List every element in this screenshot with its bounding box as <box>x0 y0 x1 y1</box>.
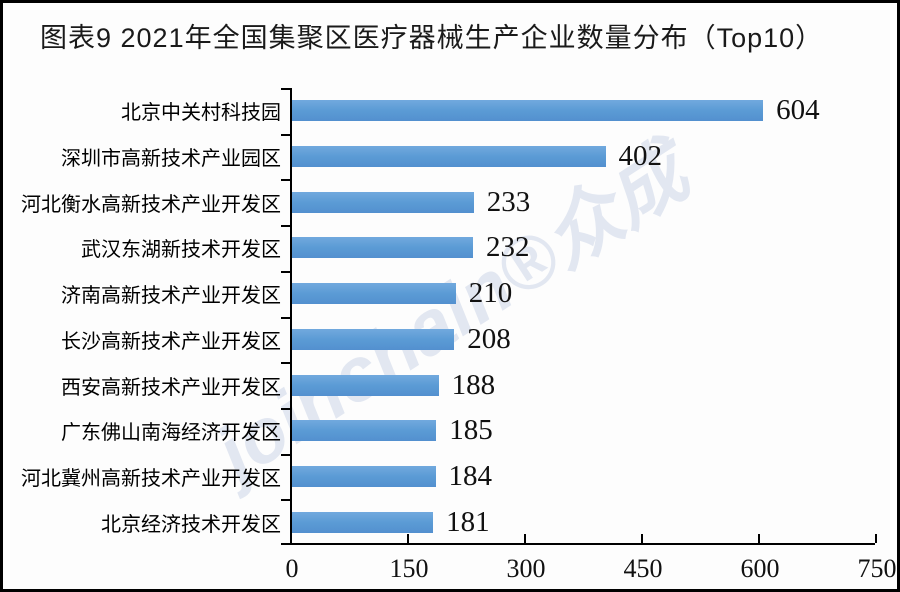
bar-value-label: 181 <box>446 505 490 538</box>
x-axis-tick <box>524 534 526 543</box>
bar-value-label: 402 <box>618 140 663 173</box>
y-axis-tick <box>281 88 290 90</box>
x-axis-tick-label: 750 <box>857 554 897 583</box>
bar <box>292 420 437 442</box>
x-axis-tick <box>407 534 409 543</box>
bar <box>292 191 474 213</box>
category-label: 北京经济技术开发区 <box>101 513 281 536</box>
bar <box>292 237 473 259</box>
bar-value-label: 184 <box>448 459 493 492</box>
y-axis-tick <box>281 317 290 319</box>
x-axis-tick-label: 150 <box>389 554 429 583</box>
y-axis-tick <box>281 362 290 364</box>
y-axis-tick <box>281 134 290 136</box>
bar-value-label: 208 <box>467 322 511 355</box>
plot-area: 北京中关村科技园 604 深圳市高新技术产业园区 402 河北衡水高新技术产业开发区 23… <box>21 88 897 583</box>
bar-value-label: 233 <box>486 185 531 218</box>
category-label: 长沙高新技术产业开发区 <box>61 330 281 353</box>
category-label: 武汉东湖新技术开发区 <box>81 239 281 262</box>
category-label: 深圳市高新技术产业园区 <box>61 148 281 171</box>
bar-value-label: 210 <box>468 277 513 310</box>
bar-value-label: 185 <box>449 414 493 447</box>
bar-value-label: 604 <box>776 94 820 127</box>
bar <box>292 374 439 396</box>
bar <box>292 283 456 305</box>
bar <box>292 100 764 122</box>
bar <box>292 146 606 168</box>
x-axis-tick <box>641 534 643 543</box>
y-axis-tick <box>281 408 290 410</box>
category-label: 北京中关村科技园 <box>121 102 281 125</box>
y-axis-tick <box>281 454 290 456</box>
y-axis-tick <box>281 271 290 273</box>
x-axis-tick-label: 0 <box>285 554 299 583</box>
x-axis-tick <box>758 534 760 543</box>
bar <box>292 511 434 533</box>
x-axis-tick-label: 600 <box>740 554 780 583</box>
y-axis-tick <box>281 543 290 545</box>
category-label: 河北冀州高新技术产业开发区 <box>21 467 281 490</box>
y-axis-tick <box>281 179 290 181</box>
bar-value-label: 188 <box>451 368 496 401</box>
category-label: 河北衡水高新技术产业开发区 <box>21 193 281 216</box>
chart-title: 图表9 2021年全国集聚区医疗器械生产企业数量分布（Top10） <box>40 23 824 53</box>
category-label: 西安高新技术产业开发区 <box>61 376 281 399</box>
x-axis-tick <box>875 534 877 543</box>
category-label: 济南高新技术产业开发区 <box>61 285 281 308</box>
y-axis-tick <box>281 499 290 501</box>
category-label: 广东佛山南海经济开发区 <box>61 422 281 445</box>
x-axis-tick-label: 450 <box>623 554 663 583</box>
bar <box>292 465 436 487</box>
y-axis-tick <box>281 225 290 227</box>
bar <box>292 328 455 350</box>
x-axis-tick-label: 300 <box>506 554 546 583</box>
bar-value-label: 232 <box>485 231 530 264</box>
